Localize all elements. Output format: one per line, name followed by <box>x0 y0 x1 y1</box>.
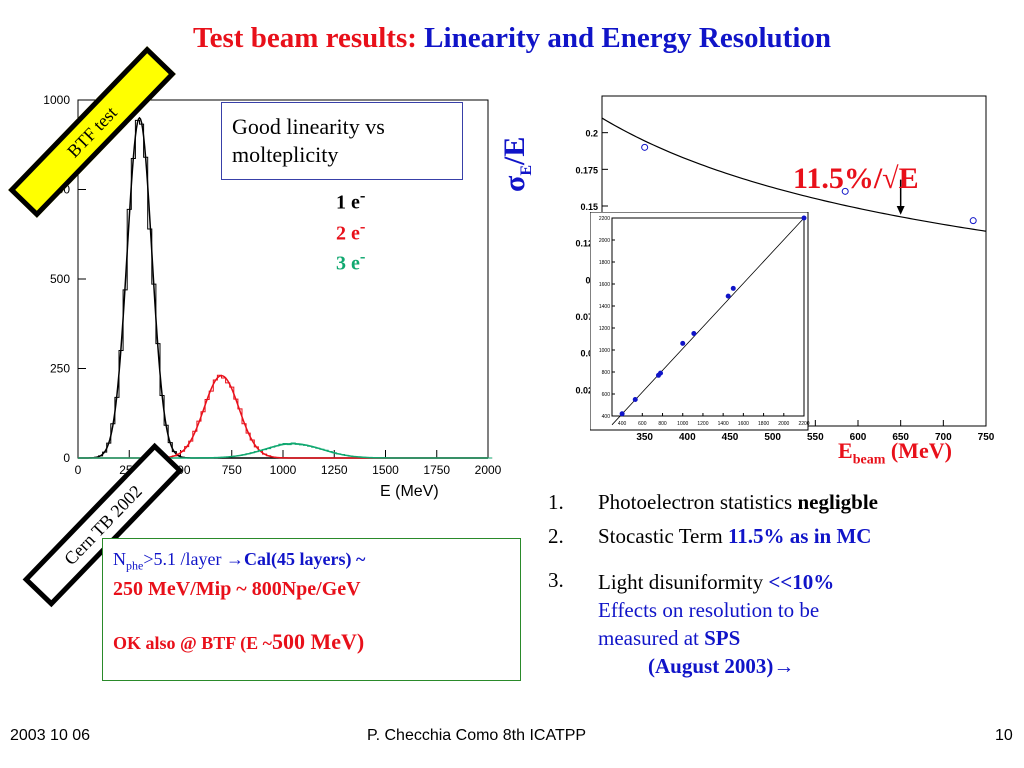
y-tick-label: 800 <box>602 370 611 376</box>
y-tick-label: 0.175 <box>575 165 598 175</box>
data-point <box>730 285 736 291</box>
x-tick-label: 1000 <box>270 463 297 477</box>
electron-legend: 1 e- 2 e- 3 e- <box>336 184 365 276</box>
x-tick-label: 500 <box>764 432 781 443</box>
gaussian-fit-curve <box>78 374 488 459</box>
title-part1: Test beam results: <box>192 22 417 54</box>
x-tick-label: 1600 <box>738 421 749 427</box>
linear-fit-line <box>611 217 805 426</box>
x-tick-label: 1750 <box>423 463 450 477</box>
y-tick-label: 2000 <box>599 238 610 244</box>
x-tick-label: 750 <box>978 432 995 443</box>
fit-label: 11.5%/√E <box>793 162 919 195</box>
data-point <box>658 370 664 376</box>
legend-3e: 3 e- <box>336 247 366 275</box>
fit-curve <box>601 117 987 232</box>
list-item-2: 2. Stocastic Term 11.5% as in MC <box>548 524 872 548</box>
y-tick-label: 0.05 <box>580 349 598 359</box>
list-item-3: 3. Light disuniformity <<10% Effects on … <box>548 568 835 678</box>
footer-author: P. Checchia Como 8th ICATPP <box>367 727 587 744</box>
inset-frame <box>611 217 805 417</box>
results-list: 1. Photoelectron statistics negligble 2.… <box>548 490 1018 680</box>
x-tick-label: 350 <box>636 432 653 443</box>
y-tick-label: 500 <box>50 272 70 286</box>
data-point <box>969 217 977 225</box>
x-tick-label: 1400 <box>718 421 729 427</box>
x-tick-label: 450 <box>722 432 739 443</box>
y-tick-label: 0.2 <box>585 129 598 139</box>
y-tick-label: 1400 <box>599 304 610 310</box>
y-tick-label: 0.075 <box>575 312 598 322</box>
x-tick-label: 2000 <box>778 421 789 427</box>
x-tick-label: 0 <box>75 463 82 477</box>
nphe-line3: OK also @ BTF (E ~500 MeV) <box>113 628 365 654</box>
x-tick-label: 1250 <box>321 463 348 477</box>
footer-date: 2003 10 06 <box>10 727 91 744</box>
x-tick-label: 550 <box>807 432 824 443</box>
linearity-line2: molteplicity <box>232 142 339 167</box>
data-point <box>801 215 807 221</box>
x-tick-label: 700 <box>935 432 952 443</box>
y-tick-label: 250 <box>50 362 70 376</box>
data-point <box>841 187 849 195</box>
x-axis-label: E (MeV) <box>380 483 439 500</box>
sigma-axis-label: σE/E <box>498 136 535 192</box>
legend-1e: 1 e- <box>336 186 366 214</box>
linearity-note: Good linearity vs molteplicity <box>221 102 463 180</box>
list-item-1: 1. Photoelectron statistics negligble <box>548 490 878 514</box>
linearity-inset-chart: 400 600 800 1000 1200 1400 1600 1800 2000 2200 400… <box>590 212 810 431</box>
x-tick-label: 1000 <box>677 421 688 427</box>
legend-2e: 2 e- <box>336 216 366 245</box>
data-point <box>691 331 697 336</box>
inset-chart-body: 400 600 800 1000 1200 1400 1600 1800 2000 2200 400… <box>590 212 810 431</box>
nphe-line2: 250 MeV/Mip ~ 800Npe/GeV <box>113 577 361 600</box>
nphe-line1: Nphe>5.1 /layer →Cal(45 layers) ~ <box>113 549 366 573</box>
x-tick-label: 400 <box>679 432 696 443</box>
histogram-bins <box>78 374 493 459</box>
y-tick-label: 1200 <box>599 326 610 332</box>
y-tick-label: 0.025 <box>575 385 598 395</box>
x-tick-label: 1800 <box>758 421 769 427</box>
y-tick-label: 0.125 <box>575 239 598 249</box>
footer-page-number: 10 <box>995 727 1013 744</box>
data-point <box>641 143 649 151</box>
data-point <box>619 411 625 417</box>
x-tick-label: 600 <box>850 432 867 443</box>
title-part2: Linearity and Energy Resolution <box>424 22 832 54</box>
x-tick-label: 400 <box>618 421 627 427</box>
x-tick-label: 600 <box>638 421 647 427</box>
y-tick-label: 1800 <box>599 260 610 266</box>
x-tick-label: 800 <box>658 421 667 427</box>
y-tick-label: 1000 <box>599 348 610 354</box>
data-point <box>725 293 731 299</box>
fit-arrow-head <box>896 206 905 215</box>
page-title: Test beam results: Linearity and Energy … <box>0 22 1024 55</box>
nphe-note: Nphe>5.1 /layer →Cal(45 layers) ~ 250 Me… <box>102 538 521 681</box>
y-tick-label: 0.15 <box>580 202 598 212</box>
x-tick-label: 650 <box>892 432 909 443</box>
x-tick-label: 1200 <box>697 421 708 427</box>
x-tick-label: 750 <box>222 463 242 477</box>
linearity-line1: Good linearity vs <box>232 114 385 139</box>
y-tick-label: 1600 <box>599 282 610 288</box>
y-tick-label: 2200 <box>599 216 610 222</box>
data-point <box>632 397 638 402</box>
y-tick-label: 400 <box>602 414 611 420</box>
ebeam-label: Ebeam (MeV) <box>838 438 952 468</box>
x-tick-label: 2200 <box>798 421 809 427</box>
y-tick-label: 600 <box>602 392 611 398</box>
y-tick-label: 1000 <box>43 93 70 107</box>
x-tick-label: 1500 <box>372 463 399 477</box>
x-tick-label: 2000 <box>475 463 502 477</box>
y-tick-label: 0 <box>63 451 70 465</box>
data-point <box>680 340 686 346</box>
